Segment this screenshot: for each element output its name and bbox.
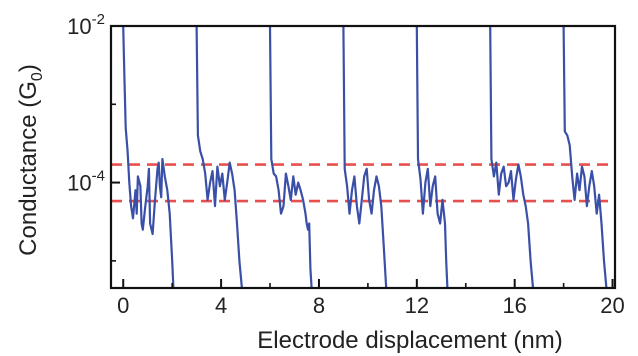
x-axis-ticks: 0 4 8 12 16 20 [117, 279, 625, 318]
x-tick-label: 4 [215, 293, 227, 318]
trace-2 [195, 25, 243, 289]
y-tick-exponent: -2 [92, 11, 105, 28]
y-tick-base: 10 [67, 171, 91, 196]
y-axis-title-subscript: 0 [29, 72, 46, 81]
x-tick-label: 16 [502, 293, 526, 318]
y-axis-title-main: Conductance (G [15, 81, 42, 256]
y-tick-label: 10-2 [67, 11, 105, 39]
y-tick-exponent: -4 [92, 168, 105, 185]
x-tick-label: 0 [117, 293, 129, 318]
plot-frame [109, 24, 617, 290]
trace-6 [489, 25, 535, 289]
y-tick-label: 10-4 [67, 168, 105, 196]
y-axis-title: Conductance (G0) [15, 64, 46, 256]
trace-7 [562, 25, 608, 289]
y-axis-ticks: 10-210-4 [67, 11, 120, 262]
conductance-traces [122, 25, 608, 289]
y-axis-title-close: ) [15, 64, 42, 72]
x-axis-title: Electrode displacement (nm) [257, 327, 562, 354]
trace-4 [342, 25, 388, 289]
x-tick-label: 8 [313, 293, 325, 318]
reference-lines [111, 163, 615, 203]
trace-1 [122, 25, 175, 289]
trace-3 [268, 25, 313, 289]
x-tick-label: 20 [600, 293, 624, 318]
y-tick-base: 10 [67, 14, 91, 39]
trace-5 [415, 25, 449, 289]
x-tick-label: 12 [405, 293, 429, 318]
